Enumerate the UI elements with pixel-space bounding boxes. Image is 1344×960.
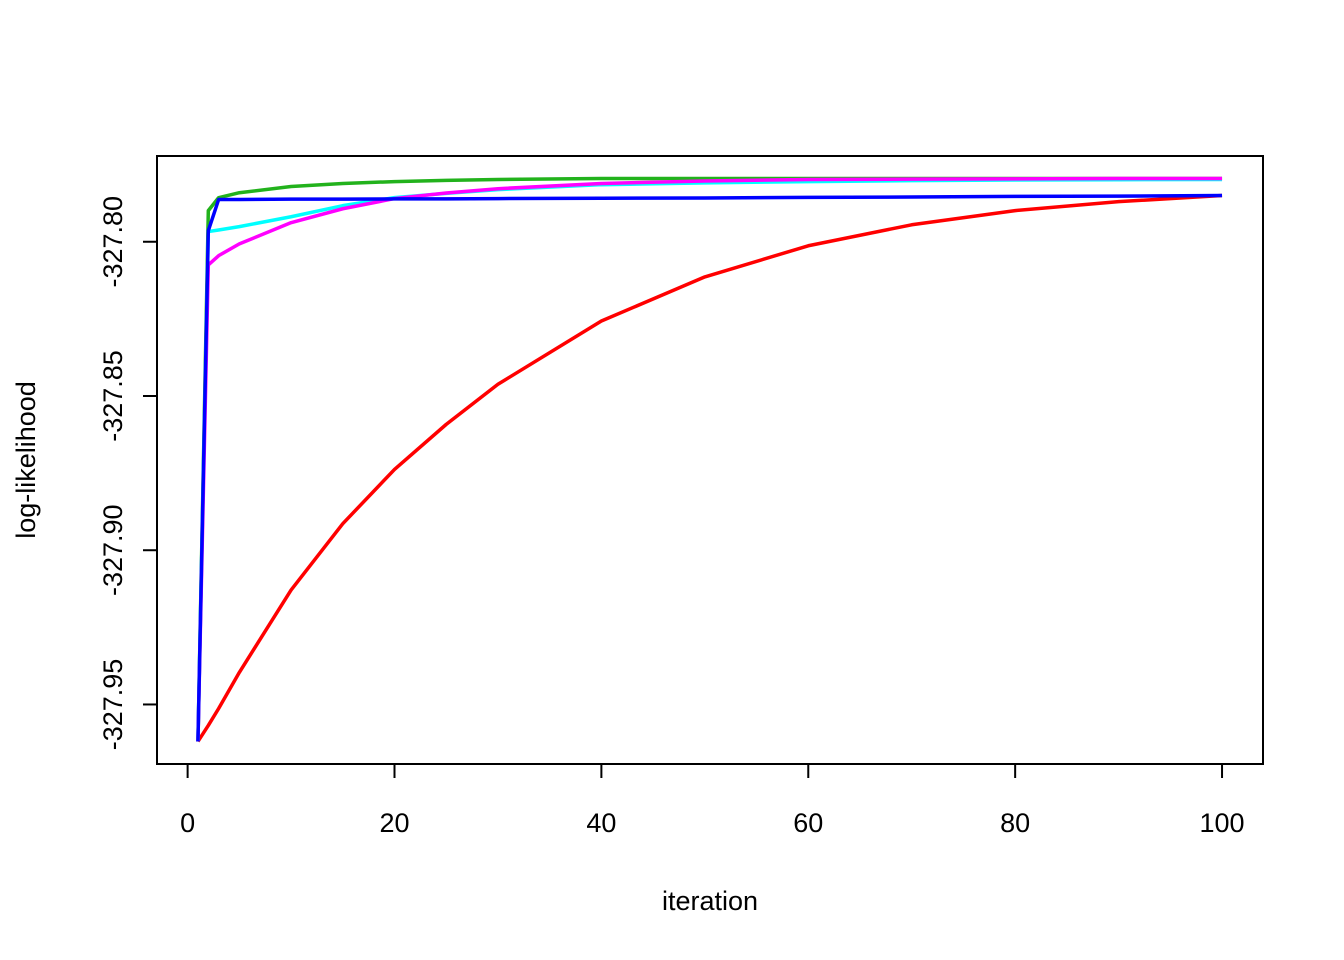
x-axis-label: iteration (662, 886, 758, 916)
x-tick-label: 80 (1000, 808, 1030, 838)
x-tick-label: 40 (586, 808, 616, 838)
x-tick-label: 60 (793, 808, 823, 838)
series-line (196, 177, 1223, 742)
y-tick-label: -327.85 (98, 350, 128, 442)
y-tick-label: -327.95 (98, 659, 128, 751)
series-line (196, 176, 1223, 742)
x-tick-label: 100 (1200, 808, 1245, 838)
series-line (196, 193, 1223, 743)
series-line (196, 193, 1223, 742)
series-line (196, 176, 1223, 742)
x-tick-label: 20 (379, 808, 409, 838)
y-tick-label: -327.80 (98, 196, 128, 288)
y-axis-label: log-likelihood (11, 381, 41, 539)
plot-box (156, 155, 1264, 765)
x-tick-label: 0 (180, 808, 195, 838)
y-tick-label: -327.90 (98, 504, 128, 596)
